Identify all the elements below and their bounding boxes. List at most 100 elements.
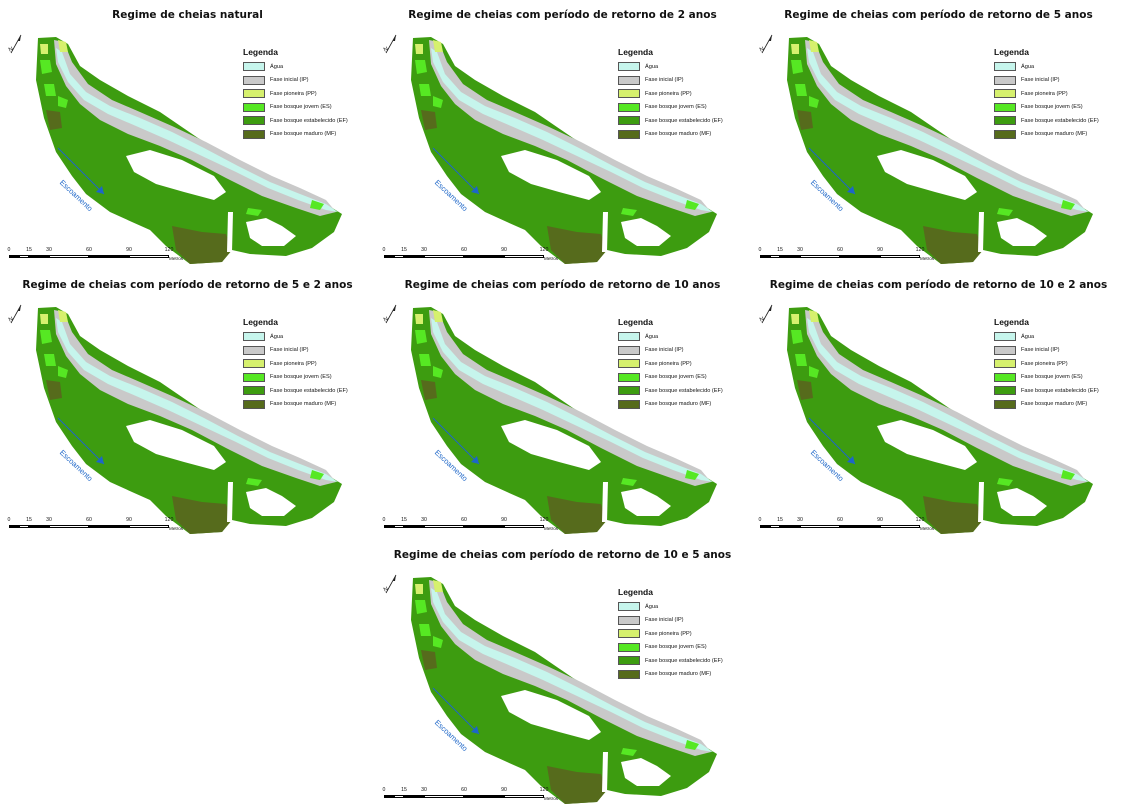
legend-swatch <box>618 386 640 396</box>
legend-item: Fase bosque jovem (ES) <box>618 101 723 115</box>
north-arrow-icon <box>10 34 22 54</box>
scalebar: 0 15 30 60 90 120 Metros <box>382 787 558 805</box>
legend: Legenda Água Fase inicial (IP) Fase pionei… <box>618 587 723 681</box>
north-arrow: N <box>759 303 774 330</box>
legend-label: Fase inicial (IP) <box>270 77 309 84</box>
pioneer-phase-area <box>433 40 443 52</box>
young-forest-area <box>44 84 56 96</box>
legend-swatch <box>994 372 1016 382</box>
legend-swatch <box>994 102 1016 112</box>
scalebar-segment <box>504 255 544 258</box>
young-forest-area <box>795 354 807 366</box>
legend-label: Água <box>270 63 284 70</box>
legend-swatch <box>243 62 265 72</box>
north-arrow-icon <box>385 304 397 324</box>
legend-label: Fase bosque maduro (MF) <box>270 401 337 408</box>
flow-arrow-icon <box>808 147 856 195</box>
scalebar-tick-label: 120 <box>915 517 925 523</box>
scalebar-tick-label: 120 <box>164 247 174 253</box>
young-forest-area <box>795 84 807 96</box>
map-panel-6: Regime de cheias com período de retorno … <box>751 270 1126 535</box>
legend-item: Fase bosque jovem (ES) <box>243 371 348 385</box>
legend-item: Fase bosque estabelecido (EF) <box>618 654 723 668</box>
legend-label: Fase bosque maduro (MF) <box>270 131 337 138</box>
scalebar-segment <box>780 255 800 258</box>
north-arrow-icon <box>385 574 397 594</box>
island-hole <box>877 150 977 200</box>
legend-label: Fase bosque estabelecido (EF) <box>645 117 723 124</box>
scalebar-tick-label: 120 <box>539 787 549 793</box>
scalebar-segment <box>880 255 920 258</box>
legend-item: Fase pioneira (PP) <box>994 87 1099 101</box>
legend-title: Legenda <box>618 317 653 327</box>
legend-swatch <box>994 89 1016 99</box>
scalebar-tick-label: 60 <box>837 517 843 523</box>
legend-label: Fase bosque jovem (ES) <box>1021 104 1083 111</box>
flow-arrow-head <box>96 456 104 464</box>
scalebar-segment <box>404 525 424 528</box>
legend-label: Água <box>1021 63 1035 70</box>
scalebar-segment <box>9 525 19 528</box>
scalebar-units: Metros <box>920 526 935 531</box>
young-forest-area <box>419 624 431 636</box>
legend-swatch <box>618 75 640 85</box>
legend-swatch <box>618 359 640 369</box>
young-forest-area <box>246 478 262 486</box>
mature-forest-area <box>547 766 607 804</box>
young-forest-area <box>415 330 427 344</box>
flow-arrow-icon <box>432 147 480 195</box>
legend-item: Fase bosque jovem (ES) <box>994 371 1099 385</box>
legend-label: Fase bosque estabelecido (EF) <box>270 117 348 124</box>
mature-forest-area <box>421 110 437 130</box>
legend-item: Fase bosque maduro (MF) <box>994 128 1099 142</box>
scalebar-segment <box>760 525 770 528</box>
young-forest-area <box>419 354 431 366</box>
legend-item: Fase bosque estabelecido (EF) <box>994 114 1099 128</box>
panel-title: Regime de cheias com período de retorno … <box>404 279 721 291</box>
young-forest-area <box>44 354 56 366</box>
panel-title: Regime de cheias com período de retorno … <box>393 549 732 561</box>
legend-swatch <box>618 129 640 139</box>
legend-swatch <box>243 386 265 396</box>
scalebar-tick-label: 0 <box>382 787 386 793</box>
legend-item: Fase bosque estabelecido (EF) <box>618 114 723 128</box>
pioneer-phase-area <box>791 314 799 324</box>
legend-label: Fase bosque jovem (ES) <box>1021 374 1083 381</box>
scalebar-tick-label: 15 <box>777 247 783 253</box>
pioneer-phase-area <box>415 314 423 324</box>
pioneer-phase-area <box>433 310 443 322</box>
legend-label: Fase inicial (IP) <box>645 347 684 354</box>
scalebar-tick-label: 30 <box>421 247 427 253</box>
scalebar-segment <box>800 525 840 528</box>
scalebar-tick-label: 0 <box>758 517 762 523</box>
legend-label: Fase inicial (IP) <box>270 347 309 354</box>
young-forest-area <box>621 748 637 756</box>
legend-label: Fase pioneira (PP) <box>1021 90 1068 97</box>
scalebar-tick-label: 30 <box>797 247 803 253</box>
legend-item: Água <box>243 330 348 344</box>
scalebar-tick-label: 120 <box>915 247 925 253</box>
scalebar-tick-label: 0 <box>7 247 11 253</box>
scalebar-segment <box>89 255 129 258</box>
scalebar-tick-label: 90 <box>877 517 883 523</box>
scalebar-segment <box>384 255 394 258</box>
flow-arrow-icon <box>432 687 480 735</box>
island-hole <box>501 690 601 740</box>
scalebar-segment <box>29 255 49 258</box>
legend-item: Fase bosque estabelecido (EF) <box>243 114 348 128</box>
river-map <box>411 307 717 534</box>
legend-label: Fase inicial (IP) <box>645 77 684 84</box>
legend-swatch <box>243 102 265 112</box>
legend-label: Fase bosque jovem (ES) <box>645 104 707 111</box>
legend-label: Fase bosque jovem (ES) <box>270 374 332 381</box>
scalebar-tick-label: 0 <box>758 247 762 253</box>
legend-label: Água <box>645 63 659 70</box>
legend-label: Fase inicial (IP) <box>1021 347 1060 354</box>
legend-item: Fase bosque maduro (MF) <box>618 398 723 412</box>
young-forest-area <box>58 366 68 378</box>
scalebar-units: Metros <box>169 256 184 261</box>
young-forest-area <box>246 208 262 216</box>
legend-list: Água Fase inicial (IP) Fase pioneira (PP) F… <box>243 330 348 411</box>
scalebar-tick-label: 60 <box>837 247 843 253</box>
scalebar-tick-label: 15 <box>401 247 407 253</box>
